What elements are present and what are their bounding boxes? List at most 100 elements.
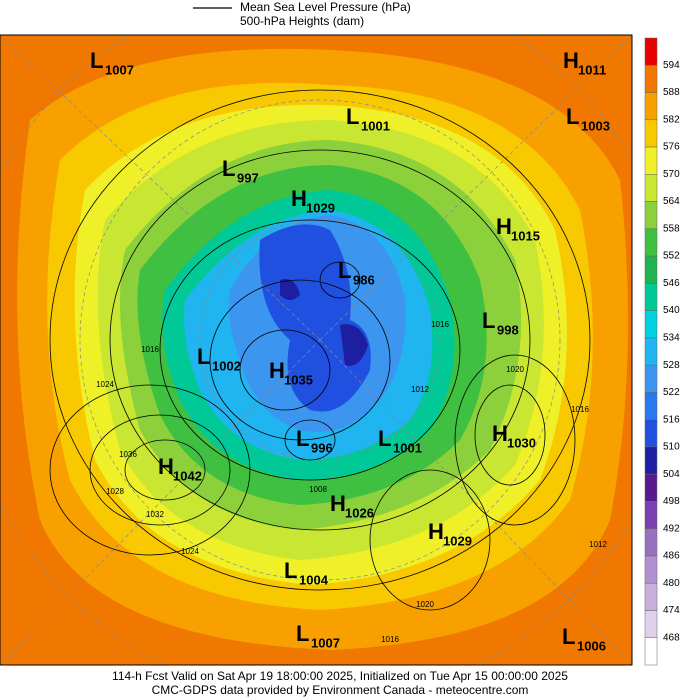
center-pressure: 1003 (581, 118, 610, 133)
color-box (644, 201, 658, 230)
center-pressure: 997 (237, 170, 259, 185)
color-box (644, 610, 658, 638)
contour-label: 1016 (381, 635, 399, 644)
center-pressure: 1007 (311, 635, 340, 650)
color-box (644, 174, 658, 202)
color-box (644, 446, 658, 475)
center-letter: L (482, 308, 495, 333)
center-pressure: 998 (497, 322, 519, 337)
center-letter: L (346, 104, 359, 129)
color-box (644, 283, 658, 311)
color-box (644, 310, 658, 339)
center-letter: H (291, 186, 307, 211)
center-letter: H (158, 454, 174, 479)
footer-text: CMC-GDPS data provided by Environment Ca… (152, 683, 529, 697)
colorbar-label: 582 (663, 114, 680, 125)
center-letter: H (269, 358, 285, 383)
colorbar-label: 528 (663, 360, 680, 371)
center-pressure: 1015 (511, 228, 540, 243)
colorbar-label: 588 (663, 87, 680, 98)
center-pressure: 986 (353, 272, 375, 287)
color-box (644, 473, 658, 502)
colorbar-label: 474 (663, 605, 680, 616)
colorbar-label: 564 (663, 196, 680, 207)
color-box (644, 392, 658, 420)
center-letter: H (330, 491, 346, 516)
center-letter: L (296, 621, 309, 646)
contour-label: 1036 (119, 450, 137, 459)
contour-label: 1020 (506, 365, 524, 374)
center-pressure: 1007 (105, 62, 134, 77)
colorbar-label: 498 (663, 496, 680, 507)
contour-label: 1016 (431, 320, 449, 329)
center-letter: H (428, 519, 444, 544)
colorbar-label: 510 (663, 442, 680, 453)
colorbar-label: 552 (663, 251, 680, 262)
colorbar-label: 492 (663, 523, 680, 534)
center-pressure: 1029 (443, 533, 472, 548)
contour-label: 1032 (146, 510, 164, 519)
colorbar-label: 516 (663, 414, 680, 425)
center-pressure: 1002 (212, 358, 241, 373)
center-letter: L (222, 156, 235, 181)
contour-label: 1024 (181, 547, 199, 556)
center-letter: L (562, 624, 575, 649)
center-pressure: 1001 (393, 440, 422, 455)
center-letter: H (563, 48, 579, 73)
colorbar-label: 522 (663, 387, 680, 398)
colorbar-label: 576 (663, 142, 680, 153)
legend-text: Mean Sea Level Pressure (hPa) (240, 0, 411, 14)
color-box (644, 65, 658, 93)
center-letter: H (496, 214, 512, 239)
colorbar-label: 480 (663, 578, 680, 589)
color-box (644, 528, 658, 557)
center-letter: L (378, 426, 391, 451)
center-pressure: 1035 (284, 372, 313, 387)
contour-labels: 1016 1024 1036 1028 1032 1024 1020 1016 1012 1020… (96, 320, 607, 644)
center-pressure: 1029 (306, 200, 335, 215)
color-box (644, 146, 658, 175)
color-box (644, 255, 658, 284)
color-box (644, 364, 658, 393)
center-letter: L (338, 258, 351, 283)
center-pressure: 1042 (173, 468, 202, 483)
colorbar: 594 588 582 576 570 564 558 552 546 540 534 528 522 5… (644, 37, 680, 666)
colorbar-label: 504 (663, 469, 680, 480)
map-frame (0, 34, 633, 666)
colorbar-label: 534 (663, 333, 680, 344)
color-box (644, 419, 658, 448)
center-letter: L (566, 104, 579, 129)
color-box (644, 37, 658, 66)
color-box (644, 501, 658, 529)
center-pressure: 1011 (578, 62, 606, 77)
center-pressure: 1006 (577, 638, 606, 653)
contour-label: 1012 (589, 540, 607, 549)
contour-label: 1012 (411, 385, 429, 394)
center-pressure: 1026 (345, 505, 374, 520)
center-letter: L (90, 48, 103, 73)
legend-text: 500-hPa Heights (dam) (240, 14, 364, 28)
contour-label: 1016 (141, 345, 159, 354)
color-box (644, 637, 658, 666)
colorbar-label: 468 (663, 632, 680, 643)
colorbar-label: 546 (663, 278, 680, 289)
colorbar-label: 540 (663, 305, 680, 316)
contour-label: 1024 (96, 380, 114, 389)
center-letter: L (284, 558, 297, 583)
contour-label: 1020 (416, 600, 434, 609)
contour-label: 1008 (309, 485, 327, 494)
colorbar-label: 558 (663, 223, 680, 234)
center-letter: H (492, 421, 508, 446)
color-box (644, 337, 658, 366)
color-box (644, 555, 658, 584)
center-pressure: 996 (311, 440, 333, 455)
color-box (644, 228, 658, 257)
color-box (644, 582, 658, 611)
center-pressure: 1001 (361, 118, 390, 133)
color-box (644, 119, 658, 148)
color-box (644, 92, 658, 121)
center-pressure: 1030 (507, 435, 536, 450)
center-letter: L (197, 344, 210, 369)
